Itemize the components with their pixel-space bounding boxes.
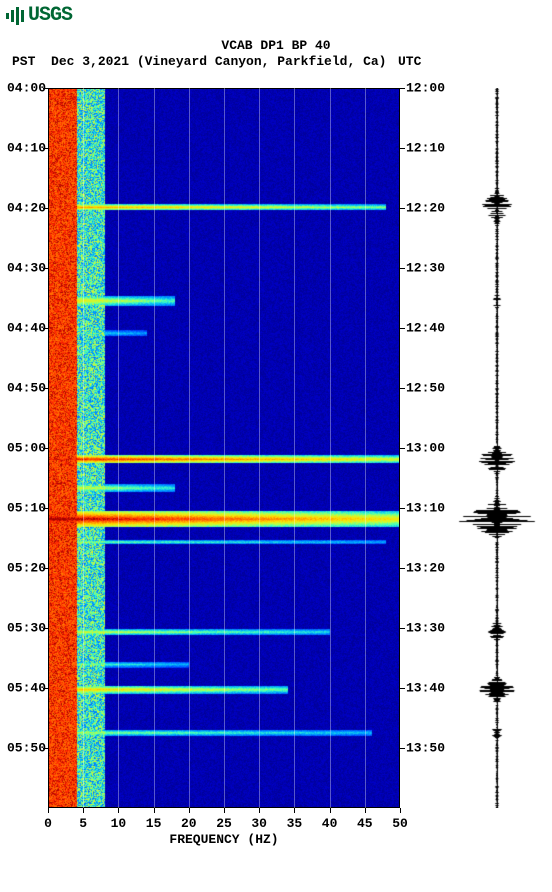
y-tick-right [400, 268, 405, 269]
grid-line-v [154, 88, 155, 808]
grid-line-v [83, 88, 84, 808]
y-label-right: 13:10 [406, 500, 445, 515]
y-tick-right [400, 328, 405, 329]
grid-line-v [224, 88, 225, 808]
y-label-right: 12:00 [406, 81, 445, 96]
y-label-right: 12:20 [406, 201, 445, 216]
y-label-left: 04:00 [0, 81, 46, 96]
x-label: 10 [111, 816, 127, 831]
x-tick [294, 808, 295, 813]
y-label-right: 12:30 [406, 261, 445, 276]
x-axis-title: FREQUENCY (HZ) [48, 832, 400, 847]
usgs-wave-icon [6, 7, 24, 25]
y-label-left: 05:50 [0, 741, 46, 756]
x-label: 0 [44, 816, 52, 831]
x-label: 35 [287, 816, 303, 831]
x-tick [83, 808, 84, 813]
x-tick [224, 808, 225, 813]
x-label: 25 [216, 816, 232, 831]
grid-line-v [259, 88, 260, 808]
x-tick [365, 808, 366, 813]
grid-line-v [189, 88, 190, 808]
y-label-left: 04:50 [0, 381, 46, 396]
x-tick [189, 808, 190, 813]
y-label-right: 13:40 [406, 680, 445, 695]
x-label: 20 [181, 816, 197, 831]
seismogram-trace [452, 88, 542, 808]
usgs-logo: USGS [6, 4, 72, 27]
tz-right-label: UTC [398, 54, 421, 69]
x-tick [118, 808, 119, 813]
y-tick-right [400, 88, 405, 89]
y-label-right: 13:30 [406, 621, 445, 636]
tz-left-label: PST [12, 54, 35, 69]
x-label: 30 [251, 816, 267, 831]
y-tick-right [400, 148, 405, 149]
y-label-left: 04:30 [0, 261, 46, 276]
y-label-left: 05:10 [0, 500, 46, 515]
chart-subtitle: PST Dec 3,2021 (Vineyard Canyon, Parkfie… [12, 54, 386, 69]
y-label-right: 12:10 [406, 140, 445, 155]
grid-line-v [118, 88, 119, 808]
y-label-right: 13:50 [406, 741, 445, 756]
x-label: 15 [146, 816, 162, 831]
y-tick-right [400, 748, 405, 749]
grid-line-v [330, 88, 331, 808]
grid-line-v [365, 88, 366, 808]
y-tick-right [400, 448, 405, 449]
chart-title: VCAB DP1 BP 40 [0, 38, 552, 53]
x-label: 40 [322, 816, 338, 831]
y-tick-right [400, 568, 405, 569]
usgs-text: USGS [28, 4, 72, 27]
y-label-right: 12:40 [406, 320, 445, 335]
x-label: 45 [357, 816, 373, 831]
y-label-right: 13:20 [406, 561, 445, 576]
x-label: 50 [392, 816, 408, 831]
y-label-left: 05:00 [0, 441, 46, 456]
y-label-left: 04:40 [0, 320, 46, 335]
y-label-left: 05:30 [0, 621, 46, 636]
x-tick [259, 808, 260, 813]
y-label-left: 04:20 [0, 201, 46, 216]
x-tick [330, 808, 331, 813]
x-label: 5 [79, 816, 87, 831]
x-tick [48, 808, 49, 813]
y-tick-right [400, 388, 405, 389]
y-label-left: 05:40 [0, 680, 46, 695]
y-label-right: 13:00 [406, 441, 445, 456]
y-tick-right [400, 208, 405, 209]
y-tick-right [400, 508, 405, 509]
y-tick-right [400, 628, 405, 629]
y-label-left: 04:10 [0, 140, 46, 155]
x-tick [154, 808, 155, 813]
y-label-left: 05:20 [0, 561, 46, 576]
grid-line-v [294, 88, 295, 808]
x-tick [400, 808, 401, 813]
y-tick-right [400, 688, 405, 689]
y-label-right: 12:50 [406, 381, 445, 396]
date-label: Dec 3,2021 (Vineyard Canyon, Parkfield, … [51, 54, 386, 69]
